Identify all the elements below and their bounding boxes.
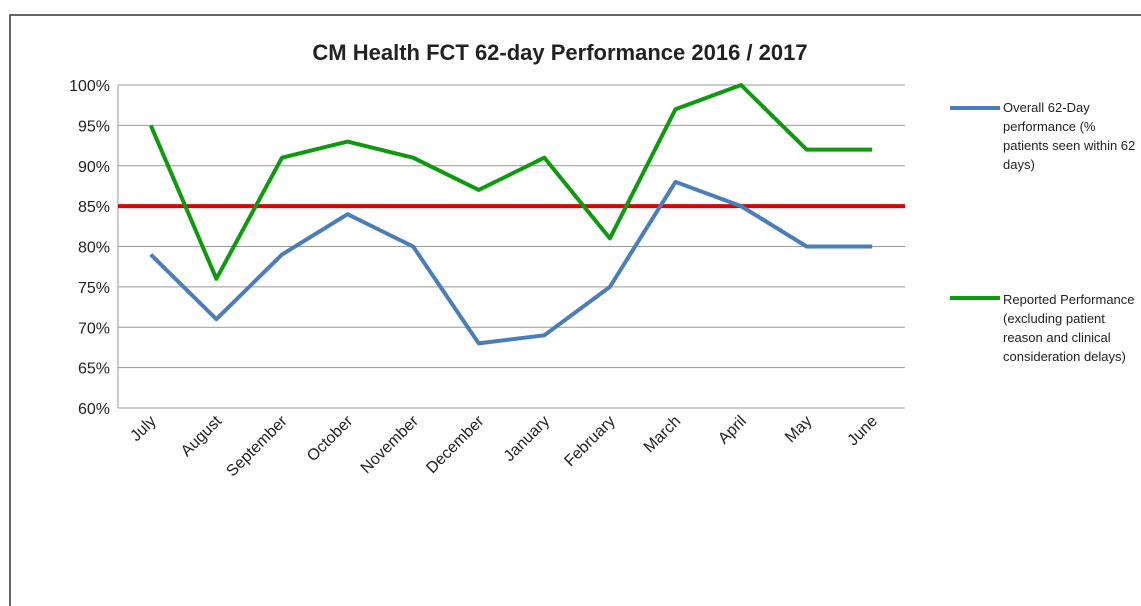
x-tick-label: October [304, 412, 357, 465]
legend-label: Reported Performance (excluding patient … [1003, 292, 1135, 364]
y-tick-label: 95% [78, 118, 110, 135]
x-tick-label: September [223, 412, 291, 480]
y-tick-label: 60% [78, 401, 110, 418]
x-tick-label: November [358, 412, 423, 477]
chart-border [9, 14, 1141, 606]
x-tick-label: February [561, 413, 618, 470]
y-tick-label: 75% [78, 280, 110, 297]
x-tick-label: May [782, 413, 815, 446]
x-tick-label: April [715, 413, 750, 448]
x-tick-label: January [501, 413, 553, 465]
x-tick-label: July [127, 413, 159, 445]
y-tick-label: 100% [69, 78, 110, 95]
y-tick-label: 65% [78, 361, 110, 378]
y-tick-label: 90% [78, 159, 110, 176]
x-tick-label: March [641, 413, 684, 456]
x-tick-label: December [423, 412, 488, 477]
y-tick-label: 70% [78, 320, 110, 337]
legend-label: Overall 62-Day performance (% patients s… [1003, 100, 1136, 172]
y-tick-label: 85% [78, 199, 110, 216]
y-tick-label: 80% [78, 240, 110, 257]
x-tick-label: June [844, 413, 881, 450]
x-tick-label: August [178, 412, 226, 460]
series-line [149, 179, 873, 346]
series-line [148, 83, 873, 281]
chart-title: CM Health FCT 62-day Performance 2016 / … [312, 40, 807, 65]
